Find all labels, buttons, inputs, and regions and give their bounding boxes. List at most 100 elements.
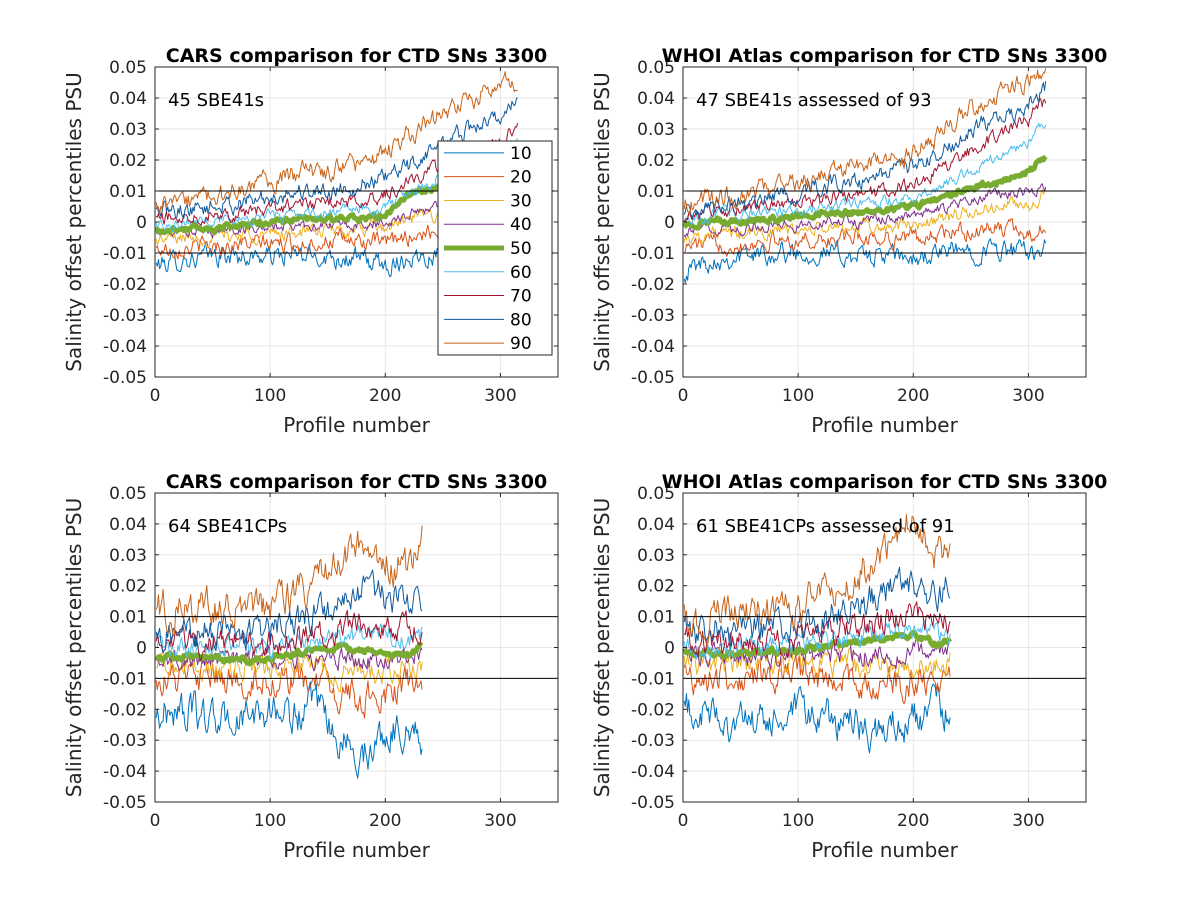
subplot-2: 0 100 200 300 -0.05 -0.04 -0.03 -0.02 -0.01 0 0.01… bbox=[590, 45, 1107, 437]
x-tick-label: 200 bbox=[897, 386, 929, 406]
x-axis-label: Profile number bbox=[811, 838, 958, 862]
series-line-60 bbox=[683, 122, 1047, 225]
annotation-text: 64 SBE41CPs bbox=[168, 516, 287, 537]
y-tick-label: -0.05 bbox=[103, 793, 147, 813]
series-line-90 bbox=[155, 525, 423, 637]
series-line-90 bbox=[155, 71, 518, 216]
y-tick-label: -0.01 bbox=[631, 244, 675, 264]
y-tick-label: -0.04 bbox=[103, 762, 147, 782]
y-tick-label: -0.04 bbox=[103, 337, 147, 357]
series-line-90 bbox=[683, 514, 951, 648]
x-tick-label: 0 bbox=[150, 811, 161, 831]
x-tick-label: 0 bbox=[678, 386, 689, 406]
series-group bbox=[155, 525, 424, 779]
y-tick-label: -0.02 bbox=[103, 700, 147, 720]
legend-label-90: 90 bbox=[510, 334, 532, 354]
y-tick-label: -0.04 bbox=[631, 762, 675, 782]
y-tick-label: -0.01 bbox=[103, 669, 147, 689]
y-tick-label: 0.02 bbox=[109, 577, 147, 597]
legend-label-30: 30 bbox=[510, 191, 532, 211]
chart-title: WHOI Atlas comparison for CTD SNs 3300 bbox=[662, 45, 1108, 67]
series-line-30 bbox=[683, 188, 1047, 245]
subplot-4: 0 100 200 300 -0.05 -0.04 -0.03 -0.02 -0.01 0 0.01… bbox=[590, 471, 1107, 862]
series-line-80 bbox=[155, 97, 518, 219]
series-line-10 bbox=[683, 683, 951, 754]
subplot-3: 0 100 200 300 -0.05 -0.04 -0.03 -0.02 -0.01 0 0.01… bbox=[62, 471, 559, 862]
y-tick-label: 0.05 bbox=[637, 58, 675, 78]
x-tick-label: 100 bbox=[254, 811, 286, 831]
series-line-50 bbox=[155, 641, 424, 667]
y-tick-label: 0.03 bbox=[109, 120, 147, 140]
x-axis-label: Profile number bbox=[283, 838, 430, 862]
series-line-40 bbox=[683, 183, 1047, 238]
y-tick-label: 0.04 bbox=[109, 89, 147, 109]
annotation-text: 45 SBE41s bbox=[168, 90, 264, 111]
x-tick-label: 200 bbox=[897, 811, 929, 831]
y-tick-label: -0.04 bbox=[631, 337, 675, 357]
series-line-20 bbox=[683, 653, 951, 705]
series-line-30 bbox=[156, 650, 423, 693]
series-line-60 bbox=[683, 620, 951, 660]
series-line-80 bbox=[155, 569, 423, 654]
y-tick-label: -0.03 bbox=[103, 306, 147, 326]
x-tick-label: 100 bbox=[254, 386, 286, 406]
annotation-text: 61 SBE41CPs assessed of 91 bbox=[696, 516, 955, 537]
series-line-10 bbox=[155, 681, 423, 779]
y-tick-label: 0.03 bbox=[637, 546, 675, 566]
series-group bbox=[683, 514, 953, 754]
y-tick-label: 0 bbox=[136, 639, 147, 659]
y-tick-label: 0 bbox=[664, 639, 675, 659]
x-tick-label: 200 bbox=[369, 811, 401, 831]
y-axis-label: Salinity offset percentiles PSU bbox=[62, 498, 86, 797]
x-tick-label: 0 bbox=[150, 386, 161, 406]
y-tick-label: 0 bbox=[136, 213, 147, 233]
series-group bbox=[683, 68, 1048, 284]
legend-label-60: 60 bbox=[510, 263, 532, 283]
y-tick-label: -0.05 bbox=[103, 368, 147, 388]
y-tick-label: 0.01 bbox=[109, 182, 147, 202]
y-tick-label: 0.05 bbox=[109, 484, 147, 504]
legend-label-50: 50 bbox=[510, 239, 532, 259]
y-tick-label: 0.01 bbox=[637, 608, 675, 628]
series-line-50 bbox=[683, 154, 1048, 231]
x-tick-label: 300 bbox=[484, 811, 516, 831]
y-tick-label: 0.05 bbox=[109, 58, 147, 78]
x-tick-label: 100 bbox=[782, 811, 814, 831]
y-tick-label: -0.03 bbox=[103, 731, 147, 751]
chart-title: WHOI Atlas comparison for CTD SNs 3300 bbox=[662, 471, 1108, 493]
subplot-1: 0 100 200 300 -0.05 -0.04 -0.03 -0.02 -0.01 0 0.01… bbox=[62, 45, 559, 437]
x-axis-label: Profile number bbox=[811, 413, 958, 437]
series-line-50 bbox=[683, 629, 953, 660]
y-tick-label: 0.03 bbox=[637, 120, 675, 140]
y-tick-label: -0.01 bbox=[103, 244, 147, 264]
series-line-70 bbox=[683, 97, 1047, 223]
y-tick-label: -0.05 bbox=[631, 793, 675, 813]
legend-label-70: 70 bbox=[510, 287, 532, 307]
chart-title: CARS comparison for CTD SNs 3300 bbox=[166, 45, 547, 67]
x-axis-label: Profile number bbox=[283, 413, 430, 437]
series-line-60 bbox=[155, 623, 423, 661]
x-tick-label: 300 bbox=[1012, 811, 1044, 831]
series-line-70 bbox=[155, 609, 423, 661]
y-tick-label: -0.02 bbox=[631, 700, 675, 720]
y-tick-label: 0.04 bbox=[637, 515, 675, 535]
y-tick-label: 0.03 bbox=[109, 546, 147, 566]
legend-label-80: 80 bbox=[510, 310, 532, 330]
legend-label-40: 40 bbox=[510, 215, 532, 235]
series-line-30 bbox=[683, 646, 951, 680]
y-tick-label: -0.01 bbox=[631, 669, 675, 689]
y-tick-label: 0.01 bbox=[109, 608, 147, 628]
series-line-80 bbox=[683, 566, 951, 650]
annotation-text: 47 SBE41s assessed of 93 bbox=[696, 90, 932, 111]
y-tick-label: -0.05 bbox=[631, 368, 675, 388]
y-axis-label: Salinity offset percentiles PSU bbox=[590, 498, 614, 797]
y-tick-label: -0.02 bbox=[631, 275, 675, 295]
y-tick-label: 0 bbox=[664, 213, 675, 233]
x-tick-label: 200 bbox=[369, 386, 401, 406]
x-tick-label: 300 bbox=[484, 386, 516, 406]
y-tick-label: 0.02 bbox=[637, 151, 675, 171]
series-line-20 bbox=[683, 218, 1047, 257]
y-tick-label: 0.04 bbox=[637, 89, 675, 109]
series-line-80 bbox=[683, 81, 1047, 219]
